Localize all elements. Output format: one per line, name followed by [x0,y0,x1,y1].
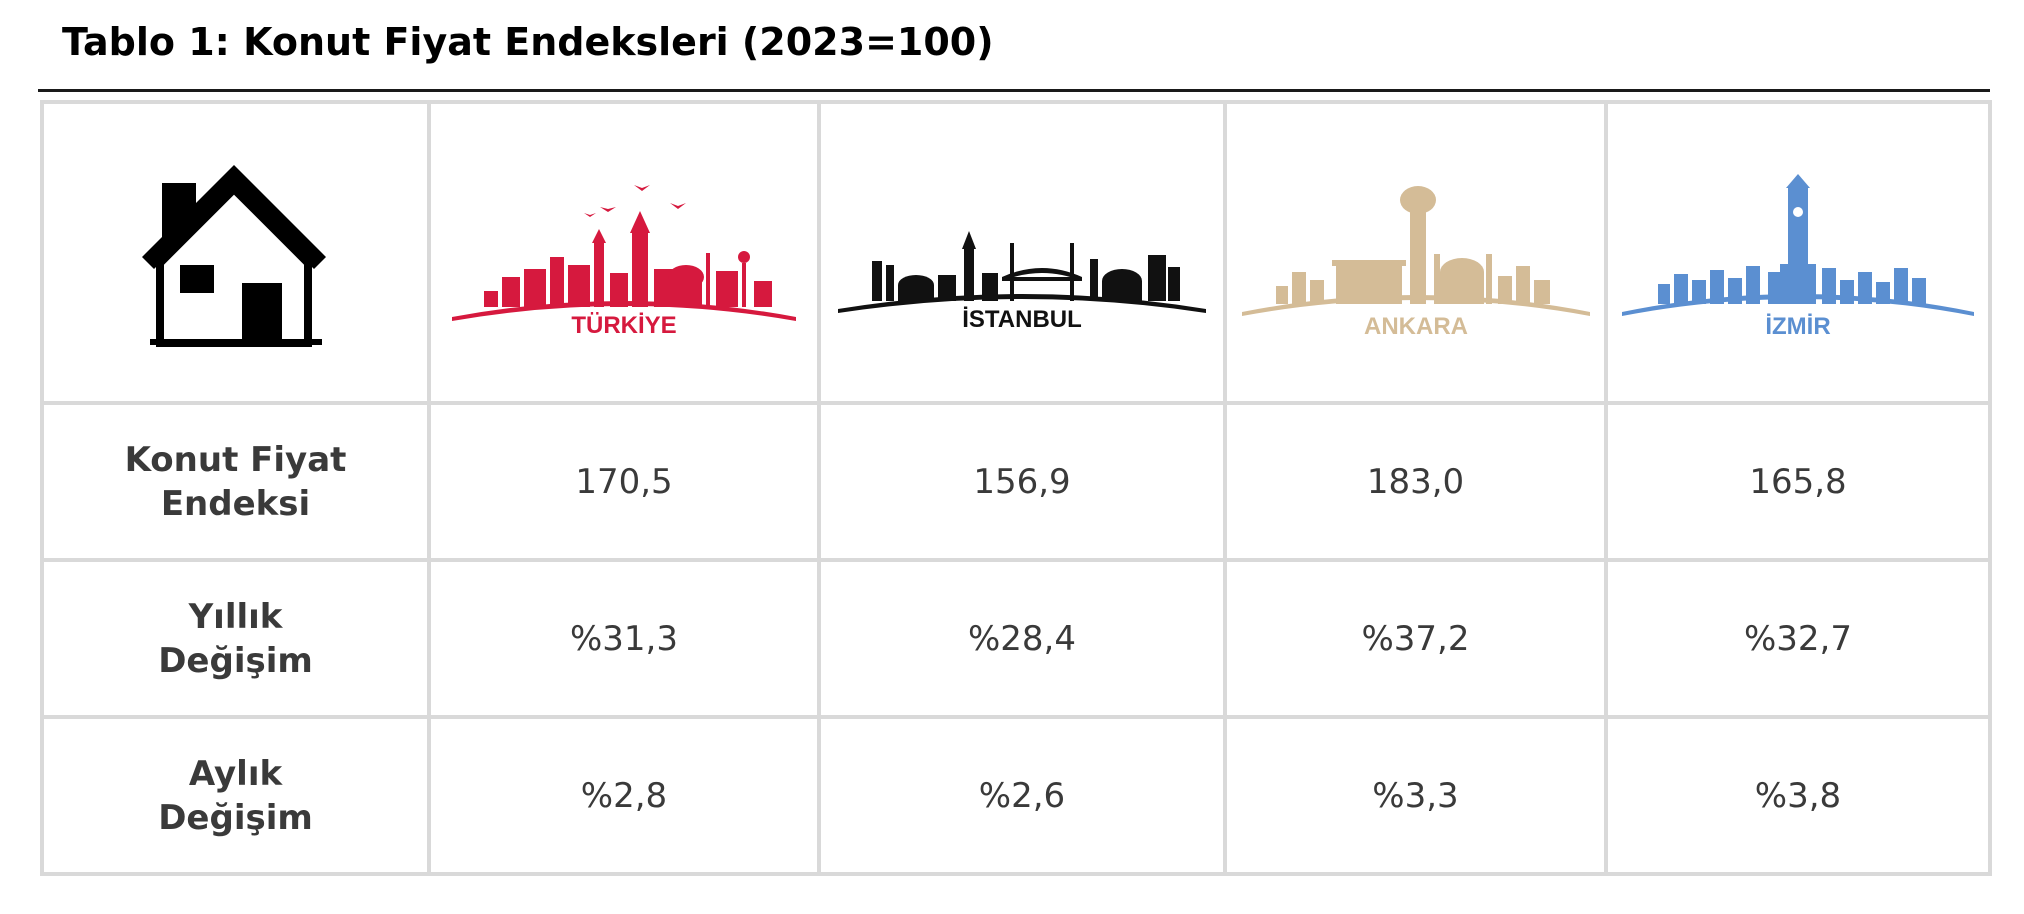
table-row-monthly-change: Aylık Değişim %2,8 %2,6 %3,3 %3,8 [40,715,1992,876]
table-cell: %3,3 [1223,715,1608,876]
table-title: Tablo 1: Konut Fiyat Endeksleri (2023=10… [62,20,994,64]
turkiye-label: TÜRKİYE [571,312,676,333]
izmir-label: İZMİR [1765,313,1830,338]
row-label-line: Yıllık [188,596,283,637]
table-cell: %37,2 [1223,558,1608,719]
table-row-annual-change: Yıllık Değişim %31,3 %28,4 %37,2 %32,7 [40,558,1992,719]
row-label-line: Değişim [158,640,313,681]
table-cell: %2,6 [817,715,1227,876]
row-label-annual-change: Yıllık Değişim [40,558,431,719]
istanbul-label: İSTANBUL [962,306,1082,333]
row-label-monthly-change: Aylık Değişim [40,715,431,876]
istanbul-header-cell: İSTANBUL [817,100,1227,405]
table-cell: 183,0 [1223,401,1608,562]
turkiye-header-cell: TÜRKİYE [427,100,821,405]
ankara-header-cell: ANKARA [1223,100,1608,405]
title-divider [38,89,1990,92]
izmir-skyline-icon: İZMİR [1622,173,1974,338]
house-icon-cell [40,100,431,405]
izmir-header-cell: İZMİR [1604,100,1992,405]
row-label-line: Endeksi [160,483,311,524]
table-cell: %31,3 [427,558,821,719]
ankara-skyline-icon: ANKARA [1241,185,1590,338]
row-label-line: Konut Fiyat [124,439,347,480]
house-icon [141,164,326,347]
house-price-index-table: TÜRKİYE [40,100,1992,876]
row-label-line: Aylık [188,753,283,794]
table-cell: %3,8 [1604,715,1992,876]
table-cell: %2,8 [427,715,821,876]
table-cell: 156,9 [817,401,1227,562]
turkiye-skyline-icon: TÜRKİYE [452,184,796,333]
istanbul-skyline-icon: İSTANBUL [838,230,1206,333]
table-header-row: TÜRKİYE [40,100,1992,405]
ankara-label: ANKARA [1364,313,1468,338]
table-row-index: Konut Fiyat Endeksi 170,5 156,9 183,0 16… [40,401,1992,562]
table-cell: %28,4 [817,558,1227,719]
row-label-line: Değişim [158,797,313,838]
table-cell: 165,8 [1604,401,1992,562]
table-cell: %32,7 [1604,558,1992,719]
row-label-index: Konut Fiyat Endeksi [40,401,431,562]
table-cell: 170,5 [427,401,821,562]
